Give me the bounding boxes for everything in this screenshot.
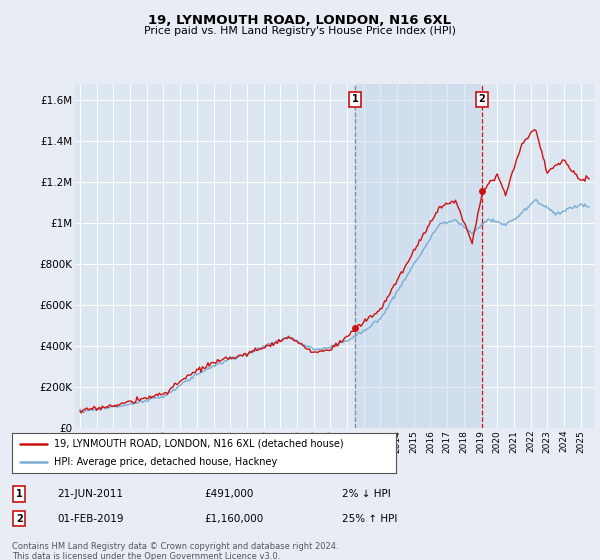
- Text: 2% ↓ HPI: 2% ↓ HPI: [342, 489, 391, 499]
- Text: 21-JUN-2011: 21-JUN-2011: [57, 489, 123, 499]
- Text: Price paid vs. HM Land Registry's House Price Index (HPI): Price paid vs. HM Land Registry's House …: [144, 26, 456, 36]
- Text: £1,160,000: £1,160,000: [204, 514, 263, 524]
- Text: 2: 2: [16, 514, 23, 524]
- Text: HPI: Average price, detached house, Hackney: HPI: Average price, detached house, Hack…: [54, 458, 277, 467]
- Text: 01-FEB-2019: 01-FEB-2019: [57, 514, 124, 524]
- Text: 1: 1: [16, 489, 23, 499]
- Text: 19, LYNMOUTH ROAD, LONDON, N16 6XL: 19, LYNMOUTH ROAD, LONDON, N16 6XL: [148, 14, 452, 27]
- Text: £491,000: £491,000: [204, 489, 253, 499]
- Text: 2: 2: [478, 95, 485, 105]
- Text: 1: 1: [352, 95, 358, 105]
- Text: 19, LYNMOUTH ROAD, LONDON, N16 6XL (detached house): 19, LYNMOUTH ROAD, LONDON, N16 6XL (deta…: [54, 439, 344, 449]
- Text: Contains HM Land Registry data © Crown copyright and database right 2024.
This d: Contains HM Land Registry data © Crown c…: [12, 542, 338, 560]
- Bar: [355, 84, 482, 428]
- Text: 25% ↑ HPI: 25% ↑ HPI: [342, 514, 397, 524]
